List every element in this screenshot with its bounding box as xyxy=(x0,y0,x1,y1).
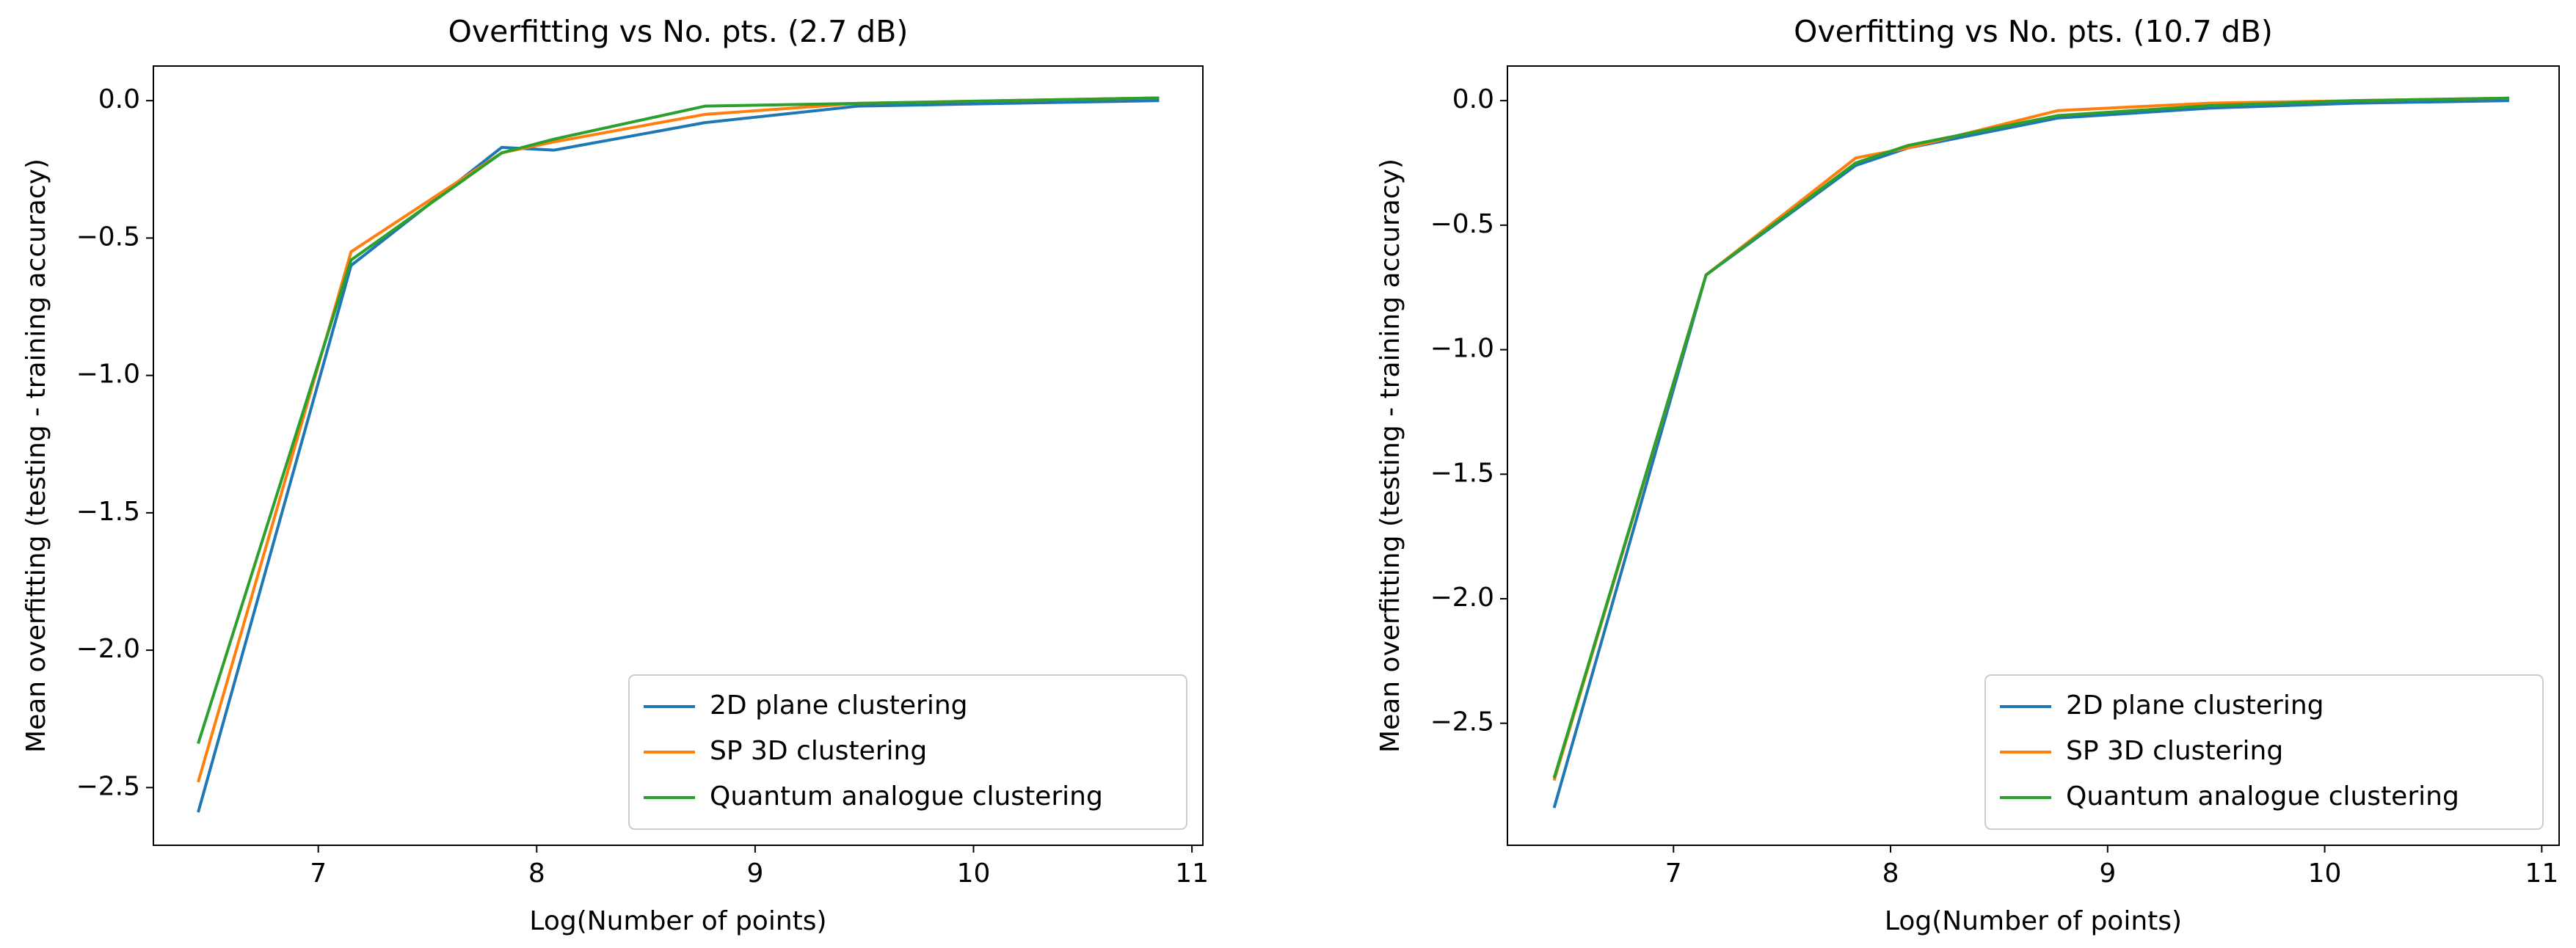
x-tick-label: 7 xyxy=(1665,858,1682,889)
y-tick-label: 0.0 xyxy=(98,84,140,114)
x-tick-label: 8 xyxy=(528,858,545,889)
chart-title: Overfitting vs No. pts. (2.7 dB) xyxy=(448,14,909,49)
legend-label: Quantum analogue clustering xyxy=(710,781,1103,812)
y-axis-label: Mean overfitting (testing - training acc… xyxy=(21,158,51,753)
legend-label: 2D plane clustering xyxy=(710,690,968,721)
series-line xyxy=(1552,96,2510,779)
subplot: Overfitting vs No. pts. (2.7 dB) Log(Numb… xyxy=(21,14,1209,936)
y-tick-label: −1.0 xyxy=(76,360,140,390)
y-tick-label: −1.5 xyxy=(76,497,140,527)
legend-box xyxy=(628,674,1187,830)
x-tick-label: 11 xyxy=(2525,858,2558,889)
y-tick-label: −2.5 xyxy=(76,771,140,801)
y-tick-label: −2.5 xyxy=(1430,707,1494,737)
series-line xyxy=(197,99,1160,813)
y-tick-label: −1.5 xyxy=(1430,458,1494,488)
legend-label: 2D plane clustering xyxy=(2066,690,2324,721)
x-tick-label: 11 xyxy=(1175,858,1209,889)
series-line xyxy=(197,96,1160,745)
x-tick-label: 9 xyxy=(746,858,763,889)
plot-frame xyxy=(153,65,1204,846)
legend-label: SP 3D clustering xyxy=(710,736,927,766)
plot-frame xyxy=(1507,65,2560,846)
x-tick-label: 8 xyxy=(1882,858,1899,889)
y-tick-label: −2.0 xyxy=(76,634,140,664)
y-tick-label: 0.0 xyxy=(1452,84,1494,114)
chart-title: Overfitting vs No. pts. (10.7 dB) xyxy=(1794,14,2273,49)
legend: 2D plane clustering SP 3D clustering Quant… xyxy=(628,674,1187,830)
subplot: Overfitting vs No. pts. (10.7 dB) Log(Num… xyxy=(1375,14,2560,936)
legend-label: Quantum analogue clustering xyxy=(2066,781,2459,812)
y-tick-label: −1.0 xyxy=(1430,334,1494,364)
x-tick-label: 9 xyxy=(2099,858,2116,889)
x-tick-label: 10 xyxy=(957,858,991,889)
y-tick-label: −0.5 xyxy=(1430,209,1494,239)
legend-box xyxy=(1984,674,2544,830)
y-axis-label: Mean overfitting (testing - training acc… xyxy=(1375,158,1405,753)
x-tick-label: 10 xyxy=(2308,858,2342,889)
legend-label: SP 3D clustering xyxy=(2066,736,2283,766)
x-tick-label: 7 xyxy=(310,858,327,889)
legend: 2D plane clustering SP 3D clustering Quant… xyxy=(1984,674,2544,830)
x-axis-label: Log(Number of points) xyxy=(529,906,826,936)
y-tick-label: −2.0 xyxy=(1430,583,1494,613)
x-axis-label: Log(Number of points) xyxy=(1885,906,2182,936)
y-tick-label: −0.5 xyxy=(76,222,140,252)
